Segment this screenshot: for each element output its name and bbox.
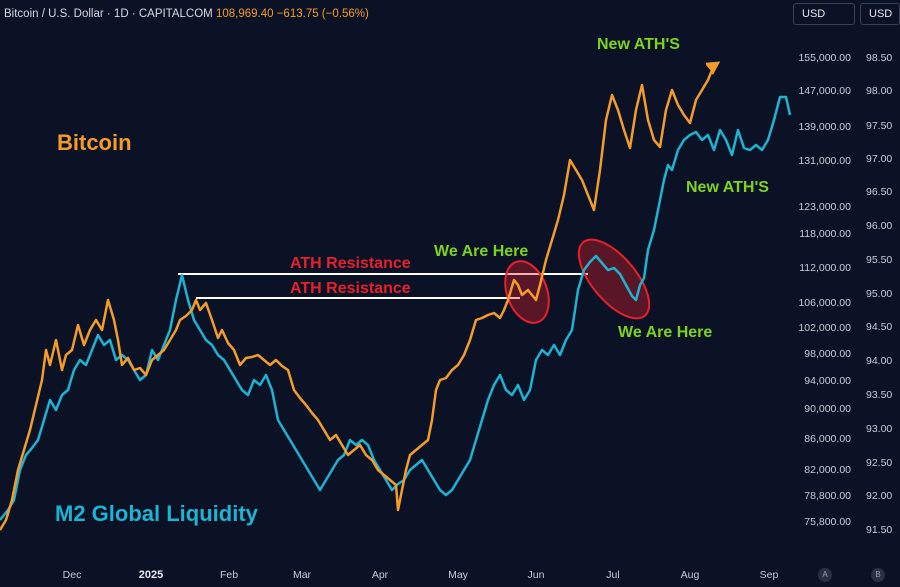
y-axis-left: 155,000.00 147,000.00 139,000.00 131,000.00… <box>798 52 851 528</box>
y-left-tick-label: 155,000.00 <box>798 52 851 64</box>
log-scale-icon[interactable]: B <box>871 568 885 582</box>
x-tick-label: Dec <box>63 569 82 581</box>
x-tick-label: Apr <box>372 569 389 581</box>
x-tick-label: Jun <box>528 569 545 581</box>
x-axis: Dec 2025 Feb Mar Apr May Jun Jul Aug Sep <box>63 569 779 581</box>
chart-header: Bitcoin / U.S. Dollar · 1D · CAPITALCOM … <box>4 8 369 20</box>
y-left-tick-label: 118,000.00 <box>799 228 851 240</box>
y-right-tick-label: 92.00 <box>866 490 892 502</box>
y-left-tick-label: 147,000.00 <box>798 85 851 97</box>
y-axis-right: 98.50 98.00 97.50 97.00 96.50 96.00 95.50 95.00… <box>866 52 892 536</box>
y-right-tick-label: 97.00 <box>866 153 892 165</box>
y-right-tick-label: 97.50 <box>866 120 892 132</box>
y-right-tick-label: 93.50 <box>866 389 892 401</box>
y-left-tick-label: 112,000.00 <box>799 262 851 274</box>
y-right-tick-label: 93.00 <box>866 423 892 435</box>
x-tick-label: May <box>448 569 469 581</box>
currency-button-left[interactable]: USD <box>793 3 855 25</box>
y-left-tick-label: 82,000.00 <box>804 464 851 476</box>
y-right-tick-label: 94.00 <box>866 355 892 367</box>
y-right-tick-label: 91.50 <box>866 524 892 536</box>
x-tick-label: Mar <box>293 569 312 581</box>
y-left-tick-label: 139,000.00 <box>798 121 851 133</box>
ath-resistance-label-2: ATH Resistance <box>290 280 411 297</box>
auto-scale-icon[interactable]: A <box>818 568 832 582</box>
y-left-tick-label: 94,000.00 <box>804 375 851 387</box>
y-left-tick-label: 106,000.00 <box>798 297 851 309</box>
y-right-tick-label: 98.50 <box>866 52 892 64</box>
x-tick-label: 2025 <box>139 569 163 581</box>
bitcoin-series-label: Bitcoin <box>57 130 132 155</box>
y-left-tick-label: 98,000.00 <box>804 348 851 360</box>
we-are-here-ellipse-m2 <box>577 238 651 320</box>
y-right-tick-label: 92.50 <box>866 457 892 469</box>
new-ath-label-1: New ATH'S <box>597 36 680 53</box>
y-right-tick-label: 95.00 <box>866 288 892 300</box>
m2-series-label: M2 Global Liquidity <box>55 501 259 526</box>
currency-button-right[interactable]: USD <box>860 3 900 25</box>
x-tick-label: Sep <box>760 569 779 581</box>
new-ath-label-2: New ATH'S <box>686 179 769 196</box>
y-left-tick-label: 78,800.00 <box>804 490 851 502</box>
y-right-tick-label: 98.00 <box>866 85 892 97</box>
last-price: 108,969.40 <box>215 8 274 20</box>
we-are-here-label-2: We Are Here <box>618 324 712 341</box>
y-left-tick-label: 131,000.00 <box>798 155 851 167</box>
y-left-tick-label: 90,000.00 <box>804 403 851 415</box>
m2-series-line <box>0 95 792 521</box>
bitcoin-series-line <box>0 64 716 531</box>
y-right-tick-label: 96.00 <box>866 220 892 232</box>
y-right-tick-label: 96.50 <box>866 186 892 198</box>
y-right-tick-label: 95.50 <box>866 254 892 266</box>
y-right-tick-label: 94.50 <box>866 321 892 333</box>
we-are-here-label-1: We Are Here <box>434 243 528 260</box>
y-left-tick-label: 75,800.00 <box>804 516 851 528</box>
x-tick-label: Aug <box>681 569 700 581</box>
price-change: −613.75 (−0.56%) <box>276 8 369 20</box>
y-left-tick-label: 86,000.00 <box>804 433 851 445</box>
symbol-title: Bitcoin / U.S. Dollar · 1D · CAPITALCOM <box>4 8 213 20</box>
x-tick-label: Feb <box>220 569 238 581</box>
y-left-tick-label: 123,000.00 <box>798 201 851 213</box>
x-tick-label: Jul <box>606 569 619 581</box>
ath-resistance-label-1: ATH Resistance <box>290 255 411 272</box>
arrow-head-outline <box>705 61 721 75</box>
y-left-tick-label: 102,000.00 <box>798 322 851 334</box>
